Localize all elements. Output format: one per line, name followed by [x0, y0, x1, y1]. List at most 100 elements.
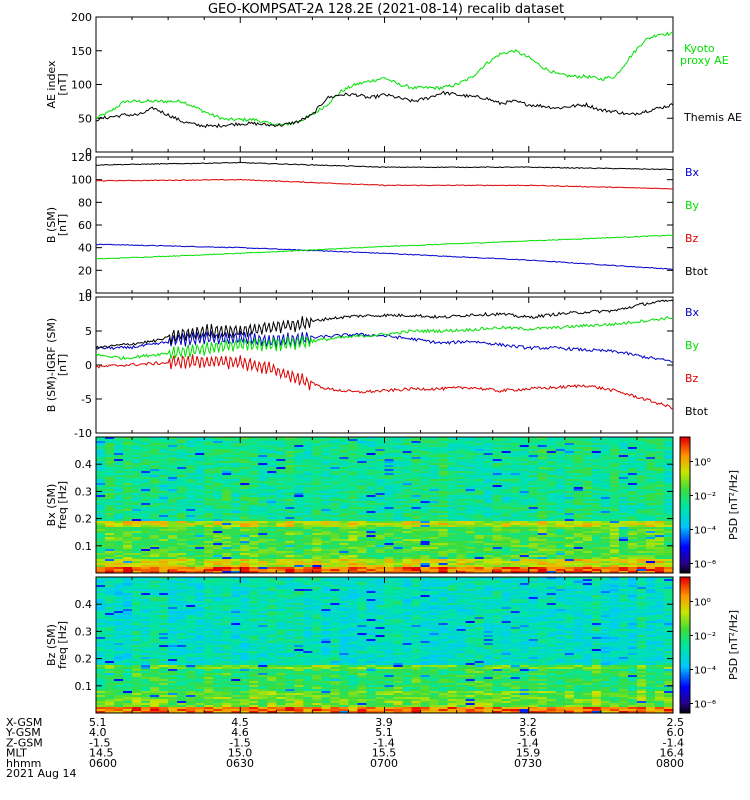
spectrogram-cell	[123, 643, 133, 646]
spectrogram-cell	[339, 471, 349, 474]
spectrogram-cell	[519, 507, 530, 510]
spectrogram-cell	[573, 455, 584, 458]
spectrogram-cell	[96, 475, 106, 478]
spectrogram-cell	[213, 455, 223, 458]
spectrogram-cell	[510, 529, 521, 532]
spectrogram-cell	[339, 447, 349, 450]
spectrogram-cell	[267, 551, 277, 554]
spectrogram-cell	[591, 515, 602, 518]
spectrogram-cell	[222, 475, 232, 478]
spectrogram-cell	[573, 509, 584, 512]
spectrogram-cell	[519, 519, 530, 522]
spectrogram-cell	[393, 487, 403, 490]
spectrogram-cell	[438, 519, 449, 522]
spectrogram-cell	[123, 555, 133, 558]
spectrogram-cell	[393, 547, 403, 550]
spectrogram-cell	[366, 465, 376, 468]
spectrogram-cell	[609, 465, 620, 468]
spectrogram-cell	[465, 445, 476, 448]
spectrogram-cell	[240, 443, 250, 446]
spectrogram-cell	[267, 503, 277, 506]
spectrogram-cell	[582, 495, 593, 498]
spectrogram-cell	[654, 453, 665, 456]
spectrogram-cell	[204, 513, 214, 516]
spectrogram-cell	[96, 663, 106, 666]
spectrogram-cell	[501, 465, 512, 468]
spectrogram-cell	[402, 453, 412, 456]
spectrogram-cell	[240, 479, 250, 482]
spectrogram-cell	[348, 487, 358, 490]
spectrogram-cell	[456, 441, 467, 444]
spectrogram-cell	[231, 539, 241, 542]
spectrogram-cell	[222, 531, 232, 534]
spectrogram-cell	[618, 541, 629, 544]
spectrogram-cell	[312, 529, 322, 532]
spectrogram-cell	[96, 617, 106, 620]
spectrogram-cell	[492, 535, 503, 538]
spectrogram-cell	[546, 521, 557, 524]
spectrogram-cell	[177, 561, 187, 564]
spectrogram-cell	[123, 461, 133, 464]
spectrogram-cell	[465, 561, 476, 564]
spectrogram-cell	[402, 461, 412, 464]
spectrogram-cell	[258, 515, 268, 518]
spectrogram-cell	[339, 461, 349, 464]
spectrogram-cell	[249, 545, 259, 548]
spectrogram-cell	[294, 549, 304, 552]
spectrogram-cell	[645, 513, 656, 516]
spectrogram-cell	[465, 439, 476, 442]
spectrogram-cell	[222, 525, 232, 528]
spectrogram-cell	[627, 445, 638, 448]
spectrogram-cell	[402, 513, 412, 516]
spectrogram-cell	[582, 453, 593, 456]
spectrogram-cell	[429, 473, 439, 476]
spectrogram-cell	[519, 571, 530, 574]
spectrogram-cell	[168, 483, 178, 486]
legend-themis: Themis AE	[683, 111, 742, 124]
spectrogram-cell	[222, 455, 232, 458]
spectrogram-cell	[636, 485, 647, 488]
spectrogram-cell	[141, 543, 151, 546]
spectrogram-cell	[357, 531, 367, 534]
spectrogram-cell	[366, 499, 376, 502]
spectrogram-cell	[627, 545, 638, 548]
spectrogram-cell	[573, 553, 584, 556]
spectrogram-cell	[483, 551, 494, 554]
colorbar-step	[680, 529, 690, 533]
spectrogram-cell	[276, 485, 286, 488]
spectrogram-cell	[258, 467, 268, 470]
spectrogram-cell	[384, 565, 394, 568]
spectrogram-cell	[258, 569, 268, 572]
spectrogram-cell	[555, 549, 566, 552]
spectrogram-cell	[393, 519, 403, 522]
spectrogram-cell	[159, 445, 169, 448]
spectrogram-cell	[294, 467, 304, 470]
spectrogram-cell	[429, 513, 439, 516]
spectrogram-cell	[105, 669, 115, 672]
spectrogram-cell	[663, 493, 674, 496]
spectrogram-cell	[501, 519, 512, 522]
spectrogram-cell	[249, 441, 259, 444]
spectrogram-cell	[636, 481, 647, 484]
spectrogram-cell	[654, 541, 665, 544]
spectrogram-cell	[114, 653, 124, 656]
spectrogram-cell	[447, 517, 458, 520]
spectrogram-cell	[393, 471, 403, 474]
spectrogram-cell	[96, 439, 106, 442]
spectrogram-cell	[627, 455, 638, 458]
spectrogram-cell	[420, 557, 430, 560]
spectrogram-cell	[663, 559, 674, 562]
spectrogram-cell	[303, 523, 313, 526]
spectrogram-cell	[123, 591, 133, 594]
spectrogram-cell	[186, 533, 196, 536]
spectrogram-cell	[312, 545, 322, 548]
spectrogram-cell	[348, 525, 358, 528]
spectrogram-cell	[177, 541, 187, 544]
spectrogram-cell	[267, 449, 277, 452]
spectrogram-cell	[312, 463, 322, 466]
spectrogram-cell	[285, 551, 295, 554]
spectrogram-cell	[564, 437, 575, 440]
spectrogram-cell	[114, 677, 124, 680]
spectrogram-cell	[366, 529, 376, 532]
spectrogram-cell	[96, 611, 106, 614]
